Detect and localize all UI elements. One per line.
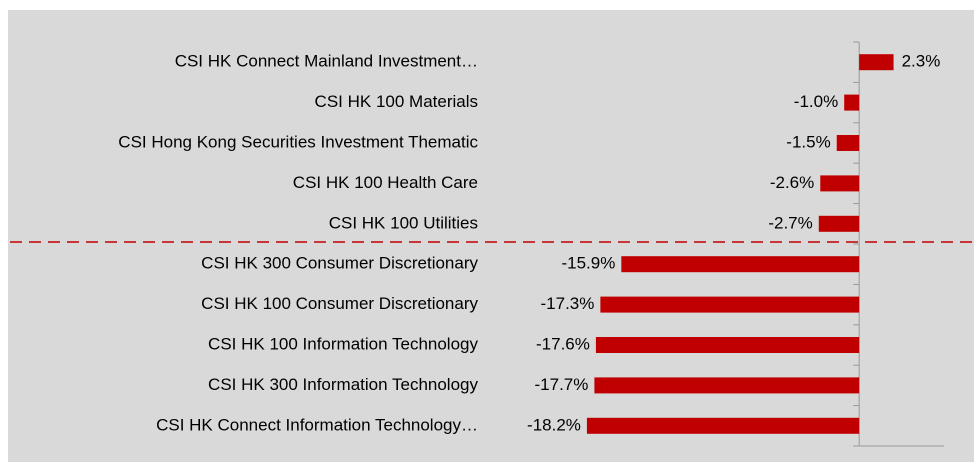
category-label: CSI HK 100 Materials [315,92,478,111]
data-label: -17.6% [536,334,590,353]
category-label: CSI HK 100 Consumer Discretionary [201,294,478,313]
category-label: CSI HK Connect Mainland Investment… [175,52,478,71]
data-label: -1.0% [794,92,838,111]
category-label: CSI HK 100 Utilities [329,213,478,232]
bar [836,135,860,151]
data-label: -2.6% [770,173,814,192]
category-label: CSI Hong Kong Securities Investment Them… [118,132,478,151]
bar [621,256,860,273]
bar [820,175,860,192]
bar [594,377,860,394]
data-label: -2.7% [768,213,812,232]
bar [818,215,860,232]
data-label: -15.9% [561,254,615,273]
category-label: CSI HK 100 Information Technology [208,334,478,353]
category-label: CSI HK 100 Health Care [293,173,478,192]
data-label: -18.2% [527,415,581,434]
data-label: -17.7% [535,375,589,394]
data-label: -1.5% [786,132,830,151]
category-label: CSI HK 300 Consumer Discretionary [201,254,478,273]
category-label: CSI HK 300 Information Technology [208,375,478,394]
bar [586,417,860,434]
bar [600,296,860,313]
bar [844,94,860,111]
data-label: 2.3% [902,52,941,71]
bar [595,337,860,353]
data-label: -17.3% [541,294,595,313]
chart-background [8,10,974,462]
category-label: CSI HK Connect Information Technology… [156,415,478,434]
bar [859,54,894,71]
